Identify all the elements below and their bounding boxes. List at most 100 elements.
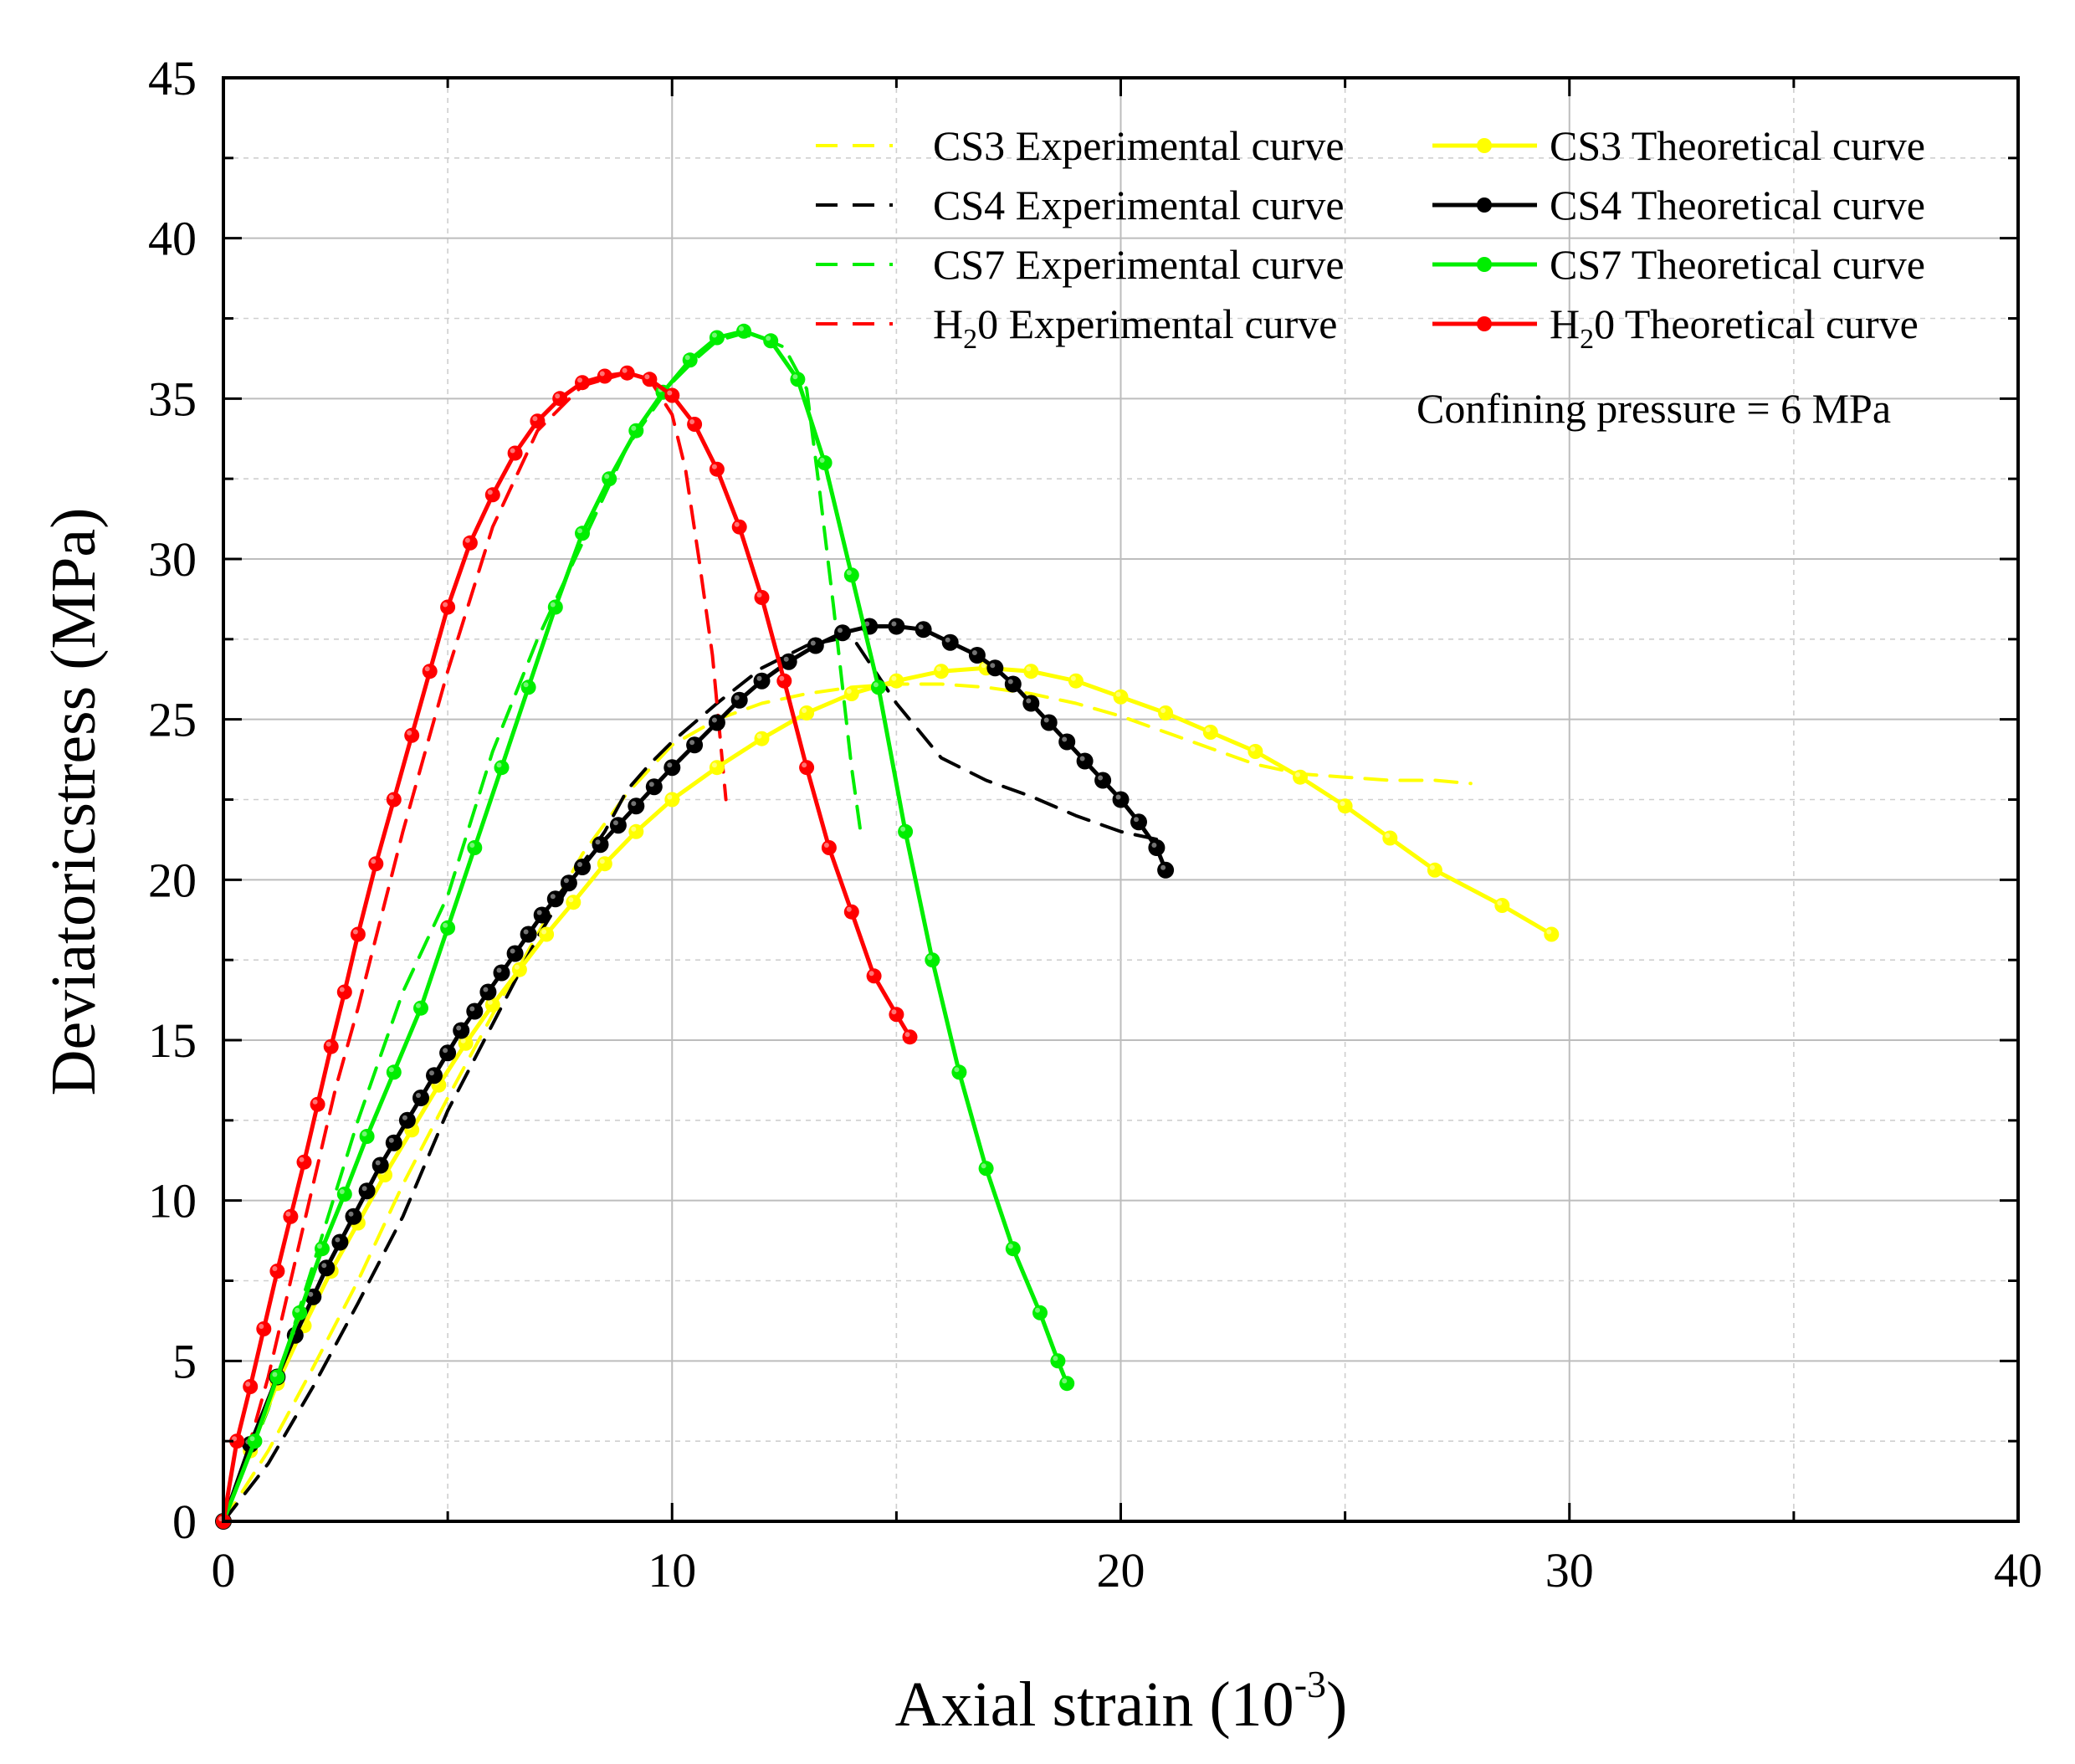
data-point xyxy=(1023,664,1039,679)
data-point-highlight xyxy=(532,416,538,422)
data-point-highlight xyxy=(689,419,695,424)
data-point-highlight xyxy=(756,675,762,681)
legend-marker xyxy=(1477,197,1492,213)
data-point xyxy=(1337,798,1353,814)
data-point xyxy=(229,1433,245,1449)
data-point xyxy=(539,926,555,942)
x-tick-label: 30 xyxy=(1545,1543,1594,1597)
data-point-highlight xyxy=(667,762,673,768)
data-point xyxy=(731,519,747,535)
data-point-highlight xyxy=(756,592,762,597)
data-point xyxy=(1112,791,1130,808)
series-h2o-experimental-curve xyxy=(222,371,728,1523)
y-tick-label: 25 xyxy=(148,693,197,747)
y-tick-label: 15 xyxy=(148,1013,197,1068)
data-point-highlight xyxy=(339,1189,345,1194)
legend-label: CS4 Experimental curve xyxy=(933,182,1345,228)
data-point xyxy=(413,1000,428,1016)
data-point xyxy=(754,731,770,746)
data-point-highlight xyxy=(1160,864,1166,870)
legend-entry: CS3 Experimental curve xyxy=(816,122,1345,169)
legend-label-main: H xyxy=(1550,300,1580,347)
data-point-highlight xyxy=(1007,679,1013,685)
data-point xyxy=(609,817,627,834)
data-point xyxy=(817,455,833,470)
data-point-highlight xyxy=(1250,746,1256,751)
data-point xyxy=(866,968,882,984)
data-point-highlight xyxy=(577,377,582,383)
data-point xyxy=(494,760,510,776)
data-point-highlight xyxy=(802,708,807,713)
data-point-highlight xyxy=(711,762,717,768)
legend-marker xyxy=(1477,316,1492,331)
data-point-highlight xyxy=(1295,772,1300,777)
data-point xyxy=(1050,1353,1066,1369)
data-point xyxy=(1076,752,1094,770)
data-point-highlight xyxy=(873,682,879,688)
data-point-highlight xyxy=(361,1186,367,1192)
data-point xyxy=(493,964,510,982)
data-point-highlight xyxy=(846,570,852,576)
data-point-highlight xyxy=(631,425,637,431)
data-point-highlight xyxy=(1043,717,1049,723)
data-point-highlight xyxy=(1115,691,1121,697)
data-point-highlight xyxy=(1546,929,1552,935)
data-point xyxy=(458,1035,474,1051)
data-point-highlight xyxy=(249,1436,255,1442)
data-point xyxy=(682,352,698,368)
data-point xyxy=(709,760,725,776)
data-point-highlight xyxy=(469,843,475,848)
x-tick-label: 20 xyxy=(1097,1543,1145,1597)
data-point xyxy=(592,836,609,854)
data-point xyxy=(941,633,959,651)
data-point xyxy=(336,984,352,1000)
data-point-highlight xyxy=(1151,843,1157,848)
data-point-highlight xyxy=(783,656,789,662)
data-point-highlight xyxy=(779,675,785,681)
data-point xyxy=(1040,714,1058,731)
data-point xyxy=(574,859,591,875)
data-point-highlight xyxy=(604,474,610,479)
data-point-highlight xyxy=(734,695,740,700)
data-point xyxy=(552,391,568,407)
data-point xyxy=(520,926,537,943)
data-point-highlight xyxy=(272,1266,278,1271)
data-point xyxy=(467,840,483,855)
data-point xyxy=(566,895,582,910)
data-point xyxy=(546,890,564,908)
data-point-highlight xyxy=(936,666,941,672)
data-point xyxy=(889,673,904,689)
data-point-highlight xyxy=(487,999,493,1005)
data-point xyxy=(986,659,1004,677)
data-point-highlight xyxy=(1062,1378,1068,1384)
data-point xyxy=(1293,769,1308,785)
data-point-highlight xyxy=(402,1115,407,1120)
x-tick-label: 10 xyxy=(648,1543,696,1597)
data-point-highlight xyxy=(667,794,673,800)
data-point-highlight xyxy=(407,730,412,736)
data-point-highlight xyxy=(864,621,870,627)
data-point xyxy=(466,1003,484,1020)
y-tick-label: 20 xyxy=(148,853,197,907)
legend: CS3 Experimental curve CS4 Experimental c… xyxy=(816,122,1925,355)
legend-entry: H20 Experimental curve xyxy=(816,300,1337,355)
x-axis-title: Axial strain (10-3) xyxy=(895,1663,1348,1740)
data-point xyxy=(754,590,770,605)
data-point xyxy=(1068,673,1084,689)
data-point xyxy=(1382,830,1398,846)
data-point-highlight xyxy=(599,371,605,377)
data-point-highlight xyxy=(456,1025,462,1031)
data-point-highlight xyxy=(510,948,515,954)
data-point-highlight xyxy=(954,1067,960,1073)
data-point xyxy=(730,691,748,709)
data-point xyxy=(385,1134,402,1151)
series-h2o-theoretical-curve xyxy=(216,365,918,1529)
data-point-highlight xyxy=(429,1070,434,1076)
data-point-highlight xyxy=(555,393,561,399)
data-point xyxy=(968,647,986,664)
data-point-highlight xyxy=(424,666,430,672)
legend-marker xyxy=(1477,257,1492,272)
data-point xyxy=(506,945,524,962)
data-point-highlight xyxy=(711,332,717,338)
data-point-highlight xyxy=(299,1156,305,1162)
